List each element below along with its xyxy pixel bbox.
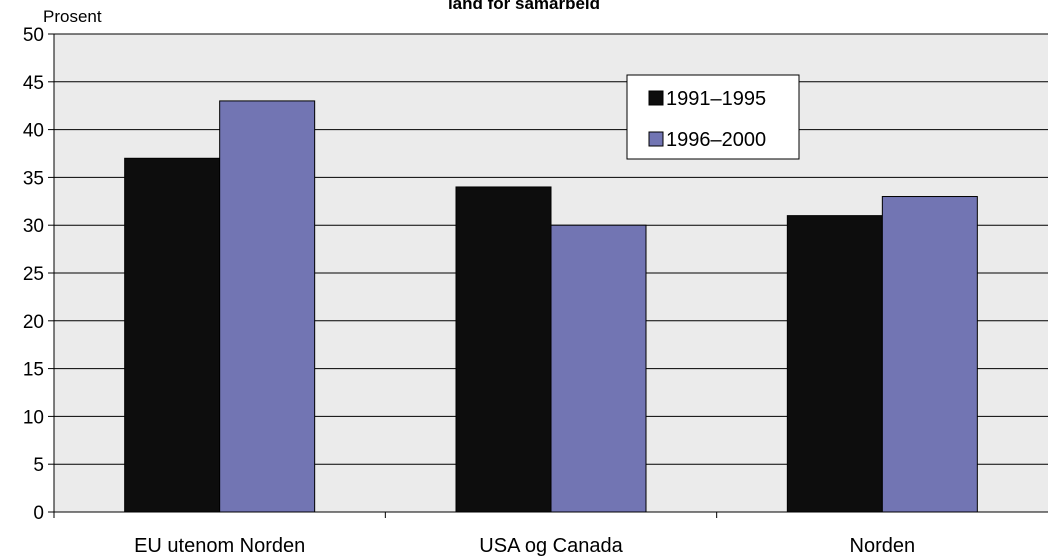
bar-usa-og-canada-series-1 bbox=[455, 186, 552, 513]
y-tick-label-10: 10 bbox=[23, 407, 44, 428]
y-tick-label-40: 40 bbox=[23, 121, 44, 142]
axes bbox=[48, 33, 1048, 518]
y-tick-label-20: 20 bbox=[23, 312, 44, 333]
y-tick-label-25: 25 bbox=[23, 264, 44, 285]
y-tick-labels: 0 5 10 15 20 25 30 35 40 45 50 bbox=[23, 25, 44, 524]
bars bbox=[124, 100, 978, 513]
legend-label-2: 1996–2000 bbox=[666, 129, 766, 151]
y-tick-label-45: 45 bbox=[23, 73, 44, 94]
y-tick-label-30: 30 bbox=[23, 216, 44, 237]
x-category-labels: EU utenom Norden USA og Canada Norden bbox=[134, 535, 915, 557]
bar-norden-series-2 bbox=[881, 196, 978, 513]
bar-usa-og-canada-series-2 bbox=[550, 224, 647, 513]
bar-norden-series-1 bbox=[786, 215, 883, 513]
legend-swatch-2 bbox=[648, 131, 664, 147]
legend: 1991–1995 1996–2000 bbox=[626, 74, 800, 160]
chart-title: land for samarbeid bbox=[448, 0, 600, 13]
y-tick-label-35: 35 bbox=[23, 168, 44, 189]
y-tick-label-0: 0 bbox=[33, 503, 44, 524]
legend-label-1: 1991–1995 bbox=[666, 88, 766, 110]
bar-eu-utenom-norden-series-1 bbox=[124, 157, 221, 513]
x-category-label: USA og Canada bbox=[479, 535, 623, 557]
y-axis-label: Prosent bbox=[43, 7, 102, 26]
x-category-label: Norden bbox=[850, 535, 916, 557]
y-tick-label-5: 5 bbox=[33, 455, 44, 476]
x-category-label: EU utenom Norden bbox=[134, 535, 305, 557]
y-tick-label-15: 15 bbox=[23, 360, 44, 381]
bar-eu-utenom-norden-series-2 bbox=[219, 100, 316, 513]
y-tick-label-50: 50 bbox=[23, 25, 44, 46]
legend-swatch-1 bbox=[648, 90, 664, 106]
